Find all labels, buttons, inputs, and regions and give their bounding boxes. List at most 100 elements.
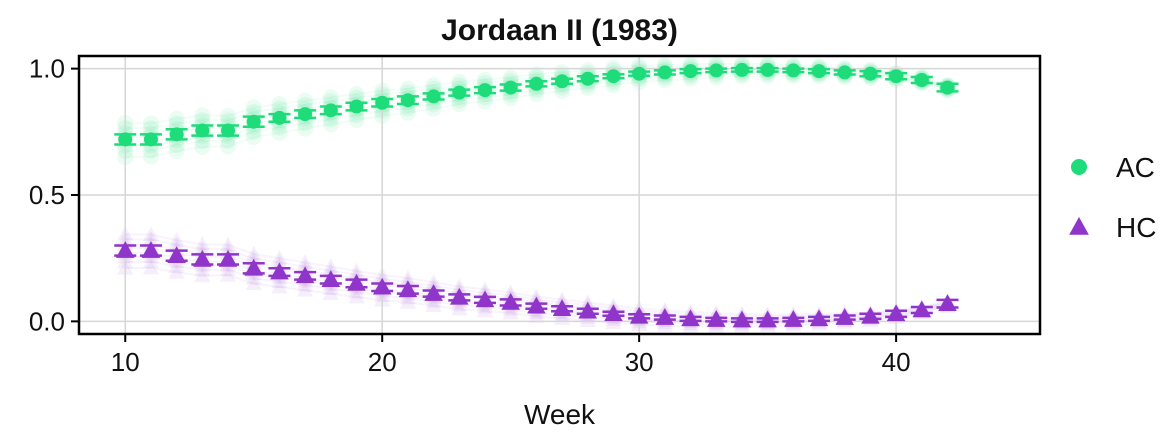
data-point	[732, 310, 752, 328]
background-point	[348, 86, 365, 103]
data-point	[809, 309, 829, 327]
background-trace	[125, 233, 948, 316]
background-point	[219, 236, 237, 252]
x-tick-label: 30	[625, 347, 654, 377]
background-point	[142, 120, 159, 137]
background-point	[194, 133, 211, 150]
legend-marker	[1071, 159, 1087, 175]
background-trace	[125, 74, 948, 159]
background-point	[168, 137, 185, 154]
data-point	[604, 304, 623, 322]
background-point	[348, 266, 365, 282]
data-point	[552, 299, 572, 317]
data-point	[657, 65, 672, 80]
background-point	[451, 73, 468, 90]
background-point	[219, 261, 237, 277]
background-point	[528, 288, 545, 304]
background-point	[425, 77, 442, 94]
background-point	[219, 241, 237, 256]
background-point	[579, 294, 596, 310]
x-tick-label: 40	[882, 347, 911, 377]
data-point	[503, 80, 518, 95]
background-point	[168, 115, 185, 132]
background-point	[271, 124, 288, 141]
data-point	[784, 310, 803, 327]
data-point	[529, 76, 544, 91]
background-trace	[125, 62, 948, 125]
background-point	[142, 231, 160, 246]
data-point	[452, 85, 467, 100]
background-point	[245, 245, 262, 261]
background-point	[451, 278, 468, 293]
background-point	[271, 250, 288, 265]
background-point	[476, 93, 493, 110]
background-point	[194, 240, 211, 256]
series-hc	[114, 241, 959, 328]
background-point	[168, 231, 185, 247]
background-point	[194, 236, 211, 251]
data-point	[580, 71, 595, 86]
legend: AC HC	[1069, 152, 1156, 243]
background-point	[554, 83, 571, 100]
data-point	[398, 280, 418, 298]
data-point	[940, 80, 955, 95]
data-point	[298, 107, 313, 122]
background-point	[271, 273, 288, 289]
background-point	[271, 278, 288, 294]
data-point	[244, 258, 264, 276]
background-point	[142, 115, 159, 132]
background-point	[168, 236, 185, 252]
data-point	[349, 99, 364, 114]
background-point	[476, 281, 494, 296]
data-point	[375, 95, 390, 110]
legend-marker	[1069, 216, 1089, 235]
background-point	[142, 148, 159, 165]
background-point	[425, 274, 442, 289]
data-point	[169, 127, 184, 142]
data-point	[118, 132, 133, 147]
background-point	[425, 100, 442, 117]
background-point	[168, 264, 185, 279]
data-point	[167, 246, 186, 263]
background-point	[245, 269, 262, 285]
legend-item-ac: AC	[1071, 152, 1155, 183]
background-point	[502, 284, 519, 299]
background-point	[528, 86, 545, 103]
legend-label: HC	[1116, 212, 1156, 243]
data-point	[143, 132, 158, 147]
background-point	[297, 120, 314, 137]
background-point	[322, 258, 339, 274]
data-point	[837, 65, 852, 80]
background-point	[194, 261, 211, 277]
data-point	[115, 241, 135, 258]
background-point	[168, 143, 185, 160]
data-point	[400, 93, 415, 108]
data-point	[347, 274, 366, 291]
background-point	[502, 69, 519, 86]
data-point	[221, 123, 236, 138]
data-point	[295, 266, 315, 284]
background-point	[194, 107, 211, 124]
background-point	[245, 275, 262, 291]
background-point	[502, 90, 519, 107]
chart-title: Jordaan II (1983)	[441, 14, 678, 47]
background-point	[142, 226, 160, 241]
data-point	[632, 66, 647, 81]
data-point	[912, 300, 932, 318]
data-point	[426, 89, 441, 104]
data-point	[886, 304, 906, 322]
data-point	[812, 64, 827, 79]
data-point	[501, 292, 520, 310]
background-point	[399, 104, 416, 121]
data-point	[246, 114, 261, 129]
background-point	[271, 96, 288, 113]
background-point	[245, 99, 262, 116]
data-point	[786, 63, 801, 78]
background-point	[322, 89, 339, 106]
background-point	[399, 294, 417, 309]
data-point	[477, 83, 492, 98]
data-layer	[114, 62, 959, 328]
background-point	[142, 259, 160, 275]
data-point	[195, 123, 210, 138]
